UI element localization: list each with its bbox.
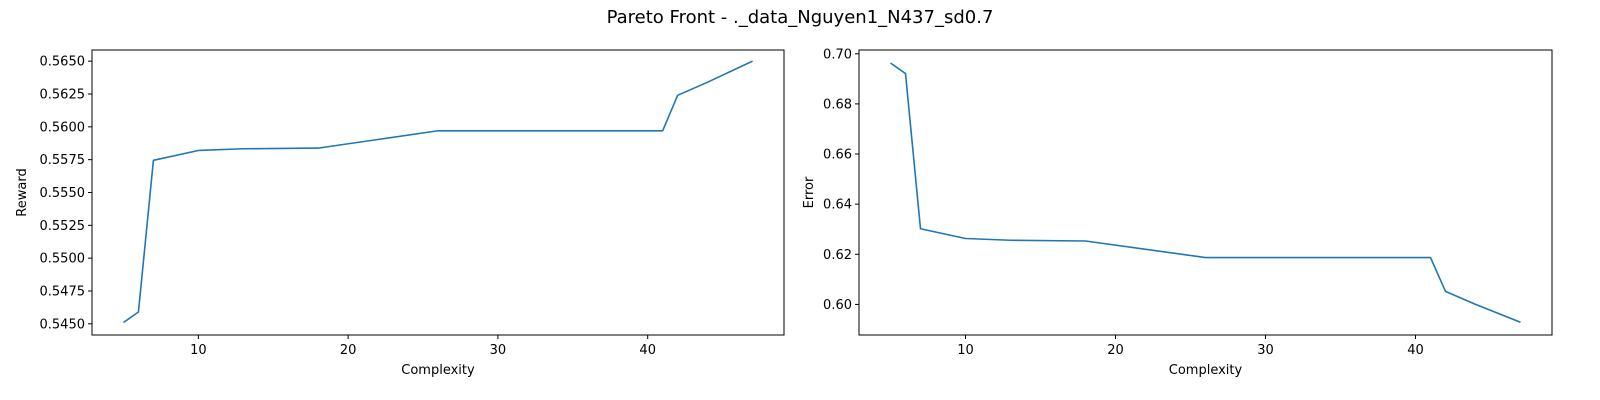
error-y-tick-label: 0.66	[823, 148, 852, 163]
reward-x-tick-label: 10	[190, 343, 207, 358]
reward-y-axis-label: Reward	[15, 168, 30, 216]
reward-x-tick-label: 30	[490, 343, 507, 358]
error-y-tick-label: 0.60	[823, 298, 852, 313]
error-x-tick-label: 20	[1107, 343, 1124, 358]
reward-y-tick-label: 0.5550	[40, 186, 86, 201]
reward-series-line	[122, 60, 753, 324]
error-chart: 10 20 30 40 0.60 0.62 0.64 0.66 0.68 0.70 Complexi…	[802, 47, 1553, 378]
error-y-axis-label: Error	[802, 176, 817, 208]
reward-y-tick-label: 0.5600	[40, 120, 86, 135]
error-y-tick-label: 0.68	[823, 97, 852, 112]
error-plot-frame	[858, 49, 1553, 336]
error-y-tick-label: 0.70	[823, 47, 852, 62]
error-y-tick-label: 0.62	[823, 248, 852, 263]
reward-chart: 10 20 30 40 0.5450 0.5475 0.5500 0.5525 0.5550 0.…	[15, 49, 785, 378]
reward-y-tick-label: 0.5450	[40, 317, 86, 332]
figure-title: Pareto Front - ._data_Nguyen1_N437_sd0.7	[607, 7, 994, 28]
reward-y-tick-label: 0.5525	[40, 219, 86, 234]
reward-x-axis-label: Complexity	[401, 363, 475, 378]
reward-y-tick-label: 0.5650	[40, 55, 86, 70]
error-x-tick-label: 10	[957, 343, 974, 358]
error-x-axis-label: Complexity	[1169, 363, 1243, 378]
reward-y-tick-label: 0.5475	[40, 285, 86, 300]
error-x-tick-label: 40	[1407, 343, 1424, 358]
reward-y-tick-label: 0.5625	[40, 87, 86, 102]
reward-plot-frame	[91, 49, 785, 336]
error-series-line	[890, 62, 1521, 323]
reward-y-tick-label: 0.5575	[40, 153, 86, 168]
reward-y-tick-label: 0.5500	[40, 252, 86, 267]
reward-x-tick-label: 20	[340, 343, 357, 358]
reward-x-tick-label: 40	[639, 343, 656, 358]
error-y-tick-label: 0.64	[823, 198, 852, 213]
error-x-tick-label: 30	[1257, 343, 1274, 358]
